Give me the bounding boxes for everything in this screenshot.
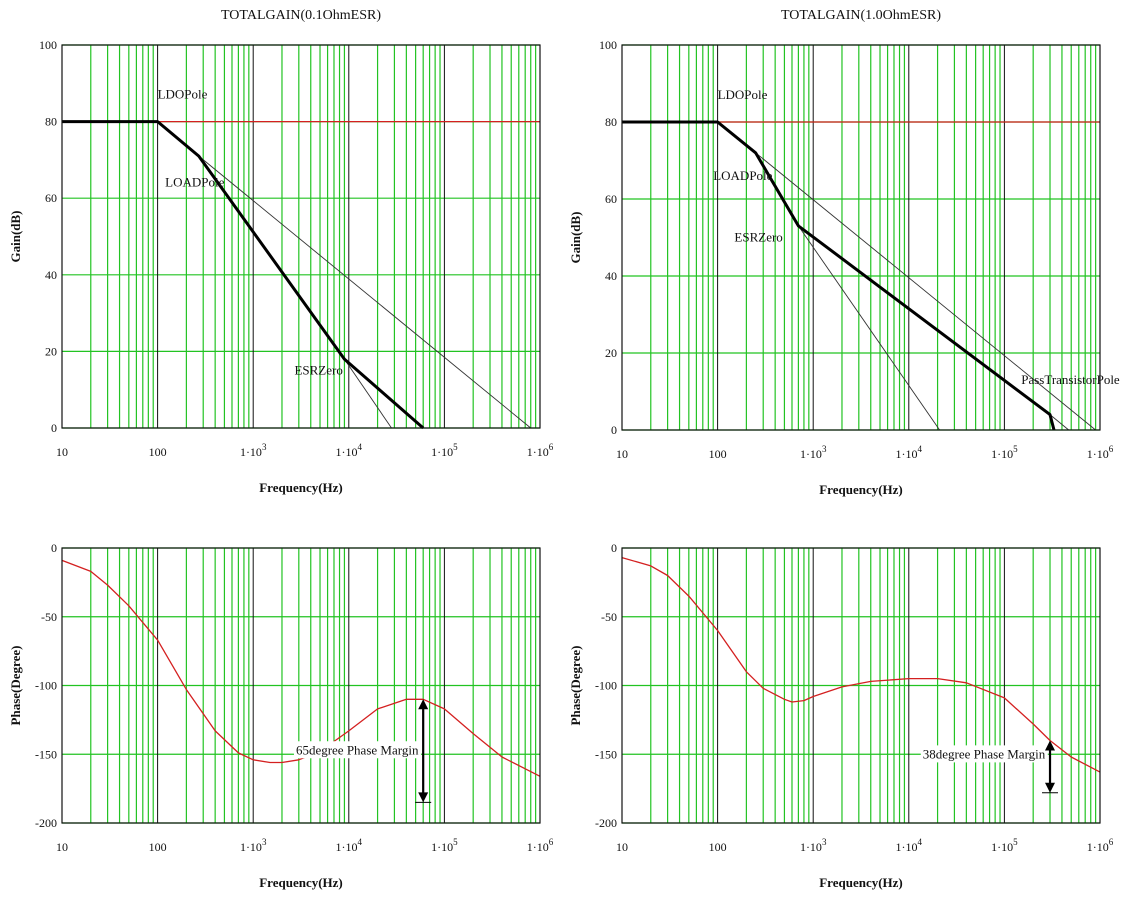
annotation-label: LDOPole [718,87,768,102]
y-axis-label: Gain(dB) [8,210,23,262]
y-tick-label: 100 [39,38,57,52]
x-tick-label: 1·106 [527,837,554,854]
annotation-label: ESRZero [734,229,782,244]
y-tick-label: -200 [595,816,617,830]
x-tick-label: 1·104 [896,837,923,854]
x-axis-label: Frequency(Hz) [819,875,903,890]
y-tick-label: 80 [45,115,57,129]
annotation-label: PassTransistorPole [1021,372,1120,387]
y-tick-label: 100 [599,38,617,52]
asymptote-series-line [198,155,531,429]
y-axis-label: Gain(dB) [568,211,583,263]
gain-right-chart: 0 20 40 60 80 100 10 100 1·103 1·104 1·105 1·106 Fre… [568,8,1120,497]
phase-series-line [621,556,1101,773]
y-tick-label: -100 [595,679,617,693]
y-tick-label: 0 [51,421,57,435]
y-axis-label: Phase(Degree) [568,646,583,726]
y-tick-label: 60 [605,192,617,206]
y-tick-label: 0 [51,541,57,555]
asymptote-series-line [344,358,392,429]
y-tick-label: -50 [601,610,617,624]
asymptote-series-line [798,225,940,431]
x-tick-label: 1·105 [431,442,458,459]
x-axis-label: Frequency(Hz) [259,875,343,890]
y-tick-label: 60 [45,191,57,205]
x-tick-label: 100 [149,445,167,459]
y-tick-label: -200 [35,816,57,830]
y-tick-label: 40 [605,269,617,283]
phase-series-line [61,559,541,777]
y-tick-label: -100 [35,679,57,693]
phase-left-chart: 0 -50 -100 -150 -200 10 100 1·103 1·104 1·105 1·10… [8,541,554,890]
x-tick-label: 1·104 [336,837,363,854]
gain-left-chart: 0 20 40 60 80 100 10 100 1·103 1·104 1·105 1·106 Fre… [8,8,554,495]
curve-series-line [62,120,425,430]
x-tick-label: 1·106 [527,442,554,459]
annotation-label: LDOPole [158,87,208,102]
x-tick-label: 1·103 [800,837,827,854]
y-tick-label: 20 [605,346,617,360]
y-tick-label: -150 [35,747,57,761]
y-tick-label: 40 [45,268,57,282]
plot-frame [61,44,541,429]
annotation-label: 38degree Phase Margin [923,746,1046,761]
x-tick-label: 10 [616,840,628,854]
chart-title: TOTALGAIN(0.1OhmESR) [221,8,381,23]
phase-right-chart: 0 -50 -100 -150 -200 10 100 1·103 1·104 1·105 1·10… [568,541,1114,890]
x-tick-label: 1·104 [336,442,363,459]
plot-frame [61,547,541,824]
annotation-label: LOADPole [165,175,224,190]
y-tick-label: 20 [45,344,57,358]
annotation-label: ESRZero [294,362,342,377]
phase-margin-arrow-up-head [418,699,429,710]
y-tick-label: -50 [41,610,57,624]
x-tick-label: 1·103 [240,837,267,854]
x-tick-label: 1·106 [1087,837,1114,854]
x-tick-label: 100 [709,447,727,461]
x-tick-label: 100 [709,840,727,854]
x-tick-label: 1·103 [800,444,827,461]
x-tick-label: 10 [56,840,68,854]
x-tick-label: 100 [149,840,167,854]
chart-title: TOTALGAIN(1.0OhmESR) [781,8,941,23]
annotation-label: 65degree Phase Margin [296,742,419,757]
asymptote-series-line [755,152,1096,431]
phase-margin-arrow-down-head [418,792,429,803]
asymptote-series-line [1049,414,1069,431]
y-tick-label: -150 [595,747,617,761]
y-tick-label: 0 [611,541,617,555]
x-axis-label: Frequency(Hz) [819,482,903,497]
x-tick-label: 1·106 [1087,444,1114,461]
annotation-backdrop [293,741,421,759]
x-tick-label: 1·105 [431,837,458,854]
y-axis-label: Phase(Degree) [8,646,23,726]
x-axis-label: Frequency(Hz) [259,480,343,495]
x-tick-label: 1·104 [896,444,923,461]
annotation-backdrop [920,745,1048,763]
phase-margin-arrow-down-head [1045,782,1056,793]
phase-margin-arrow-up-head [1045,740,1056,751]
curve-series-line [622,120,1056,431]
x-tick-label: 1·105 [991,444,1018,461]
x-tick-label: 1·103 [240,442,267,459]
plot-frame [621,44,1101,431]
y-tick-label: 0 [611,423,617,437]
x-tick-label: 10 [56,445,68,459]
x-tick-label: 10 [616,447,628,461]
annotation-label: LOADPole [713,168,772,183]
x-tick-label: 1·105 [991,837,1018,854]
y-tick-label: 80 [605,115,617,129]
plot-frame [621,547,1101,824]
